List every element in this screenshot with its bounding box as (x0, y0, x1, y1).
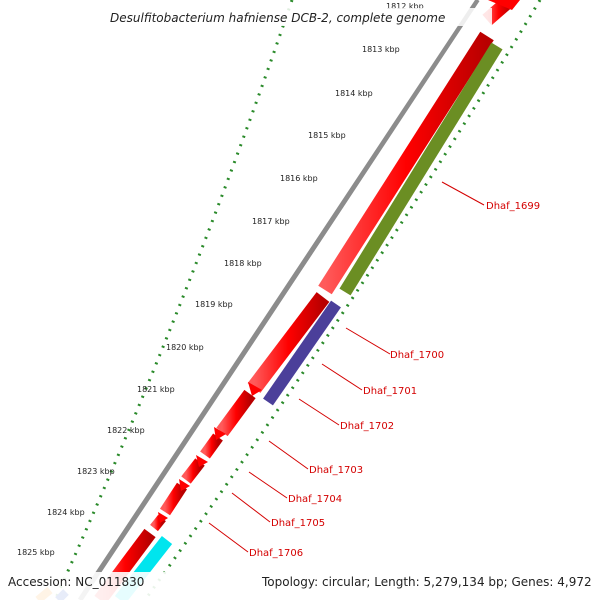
forward-cds-track (94, 0, 515, 600)
inner-dotted-ring (143, 0, 542, 600)
tick-label-1818: 1818 kbp (224, 259, 262, 268)
forward-arrow-tips (158, 0, 520, 523)
cds-segment-2[interactable] (318, 31, 494, 295)
tick-label-1814: 1814 kbp (335, 89, 373, 98)
kbp-tick-labels: 1812 kbp 1813 kbp 1814 kbp 1815 kbp 1816… (17, 2, 424, 557)
arrow-tip-4 (179, 479, 190, 491)
cds-segment-3[interactable] (247, 292, 330, 393)
title-backdrop (106, 8, 492, 26)
tick-label-1812: 1812 kbp (386, 2, 424, 11)
gene-label-dhaf-1704[interactable]: Dhaf_1704 (288, 494, 342, 505)
genome-backbone (77, 0, 481, 600)
cds-segment-6[interactable] (181, 458, 205, 484)
gene-label-dhaf-1700[interactable]: Dhaf_1700 (390, 350, 444, 361)
tick-label-1821: 1821 kbp (137, 385, 175, 394)
accession-text: Accession: NC_011830 (8, 575, 144, 589)
cds-segment-7[interactable] (159, 482, 188, 516)
tick-label-1819: 1819 kbp (195, 300, 233, 309)
genome-backbone-highlight (84, 0, 484, 600)
gene-label-dhaf-1702[interactable]: Dhaf_1702 (340, 421, 394, 432)
tick-label-1817: 1817 kbp (252, 217, 290, 226)
gene-labels: Dhaf_1699 Dhaf_1700 Dhaf_1701 Dhaf_1702 … (249, 201, 540, 559)
tick-label-1822: 1822 kbp (107, 426, 145, 435)
tick-label-1816: 1816 kbp (280, 174, 318, 183)
tick-label-1824: 1824 kbp (47, 508, 85, 517)
gene-label-dhaf-1699[interactable]: Dhaf_1699 (486, 201, 540, 212)
arrow-tip-3 (196, 455, 208, 467)
cds-segment-4[interactable] (216, 389, 256, 437)
tick-label-1815: 1815 kbp (308, 131, 346, 140)
tick-label-1825: 1825 kbp (17, 548, 55, 557)
outer-dotted-ring (53, 0, 294, 600)
gene-label-dhaf-1705[interactable]: Dhaf_1705 (271, 518, 325, 529)
arrow-tip-2 (214, 427, 226, 440)
arrow-tip-top (488, 0, 520, 10)
cds-dhaf-1700[interactable] (263, 300, 341, 406)
map-title: Desulfitobacterium hafniense DCB-2, comp… (110, 11, 445, 25)
arrow-tip-1 (248, 382, 262, 396)
gene-label-dhaf-1706[interactable]: Dhaf_1706 (249, 548, 303, 559)
cds-segment-5[interactable] (200, 433, 223, 459)
gene-label-dhaf-1701[interactable]: Dhaf_1701 (363, 386, 417, 397)
tick-label-1820: 1820 kbp (166, 343, 204, 352)
arrow-tip-5 (158, 512, 168, 523)
tick-label-1823: 1823 kbp (77, 467, 115, 476)
cds-dhaf-1699[interactable] (339, 42, 503, 296)
gene-label-dhaf-1703[interactable]: Dhaf_1703 (309, 465, 363, 476)
genome-summary-text: Topology: circular; Length: 5,279,134 bp… (261, 575, 592, 589)
footer-backdrop (0, 572, 600, 600)
tick-label-1813: 1813 kbp (362, 45, 400, 54)
gene-callout-lines (208, 181, 485, 553)
